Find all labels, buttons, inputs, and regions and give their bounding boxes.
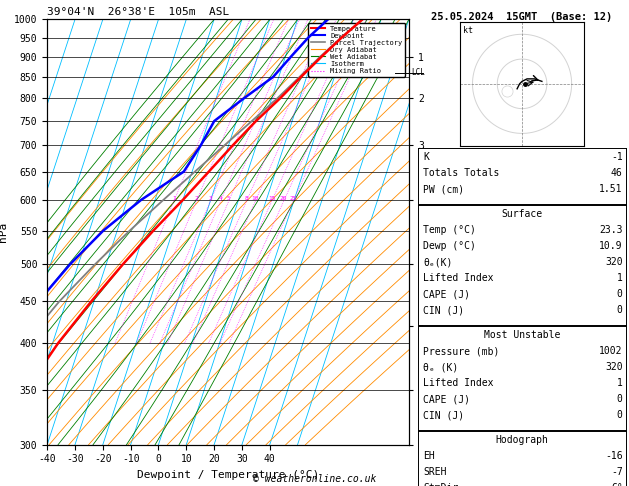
Text: 6°: 6° — [611, 483, 623, 486]
Text: Surface: Surface — [501, 209, 543, 219]
Text: Pressure (mb): Pressure (mb) — [423, 346, 499, 356]
Text: 1: 1 — [172, 196, 175, 201]
Text: 0: 0 — [617, 410, 623, 420]
Text: CIN (J): CIN (J) — [423, 305, 464, 315]
Y-axis label: km
ASL: km ASL — [431, 232, 449, 254]
Text: 1002: 1002 — [599, 346, 623, 356]
Text: 8: 8 — [245, 196, 248, 201]
Text: 0: 0 — [617, 394, 623, 404]
Y-axis label: hPa: hPa — [0, 222, 8, 242]
Text: 1: 1 — [617, 378, 623, 388]
Text: 3: 3 — [208, 196, 212, 201]
Text: PW (cm): PW (cm) — [423, 184, 464, 194]
Text: kt: kt — [462, 26, 472, 35]
Text: Temp (°C): Temp (°C) — [423, 225, 476, 235]
Text: 320: 320 — [605, 257, 623, 267]
Text: LCL: LCL — [411, 68, 425, 77]
Text: 5: 5 — [227, 196, 230, 201]
Text: 15: 15 — [268, 196, 276, 201]
Text: Most Unstable: Most Unstable — [484, 330, 560, 340]
Text: 10: 10 — [252, 196, 259, 201]
Legend: Temperature, Dewpoint, Parcel Trajectory, Dry Adiabat, Wet Adiabat, Isotherm, Mi: Temperature, Dewpoint, Parcel Trajectory… — [308, 23, 405, 77]
Text: Dewp (°C): Dewp (°C) — [423, 241, 476, 251]
Text: CAPE (J): CAPE (J) — [423, 289, 470, 299]
Text: 25: 25 — [289, 196, 297, 201]
Text: 10.9: 10.9 — [599, 241, 623, 251]
Text: Hodograph: Hodograph — [496, 435, 548, 445]
Text: 25.05.2024  15GMT  (Base: 12): 25.05.2024 15GMT (Base: 12) — [431, 12, 613, 22]
Text: Totals Totals: Totals Totals — [423, 168, 499, 178]
Text: 20: 20 — [280, 196, 287, 201]
Text: © weatheronline.co.uk: © weatheronline.co.uk — [253, 473, 376, 484]
Text: 1.51: 1.51 — [599, 184, 623, 194]
Text: StmDir: StmDir — [423, 483, 459, 486]
Text: K: K — [423, 152, 429, 162]
Text: 1: 1 — [617, 273, 623, 283]
Text: CIN (J): CIN (J) — [423, 410, 464, 420]
Text: Lifted Index: Lifted Index — [423, 273, 494, 283]
Text: 0: 0 — [617, 305, 623, 315]
Text: SREH: SREH — [423, 467, 447, 477]
Text: EH: EH — [423, 451, 435, 461]
Text: 46: 46 — [611, 168, 623, 178]
X-axis label: Dewpoint / Temperature (°C): Dewpoint / Temperature (°C) — [137, 470, 319, 480]
Text: -16: -16 — [605, 451, 623, 461]
Text: CAPE (J): CAPE (J) — [423, 394, 470, 404]
Text: -1: -1 — [611, 152, 623, 162]
Text: 23.3: 23.3 — [599, 225, 623, 235]
Text: 2: 2 — [194, 196, 198, 201]
Text: 0: 0 — [617, 289, 623, 299]
Text: -7: -7 — [611, 467, 623, 477]
Text: θₑ (K): θₑ (K) — [423, 362, 459, 372]
Text: Lifted Index: Lifted Index — [423, 378, 494, 388]
Text: θₑ(K): θₑ(K) — [423, 257, 453, 267]
Text: 320: 320 — [605, 362, 623, 372]
Text: 4: 4 — [219, 196, 223, 201]
Text: 39°04'N  26°38'E  105m  ASL: 39°04'N 26°38'E 105m ASL — [47, 7, 230, 17]
